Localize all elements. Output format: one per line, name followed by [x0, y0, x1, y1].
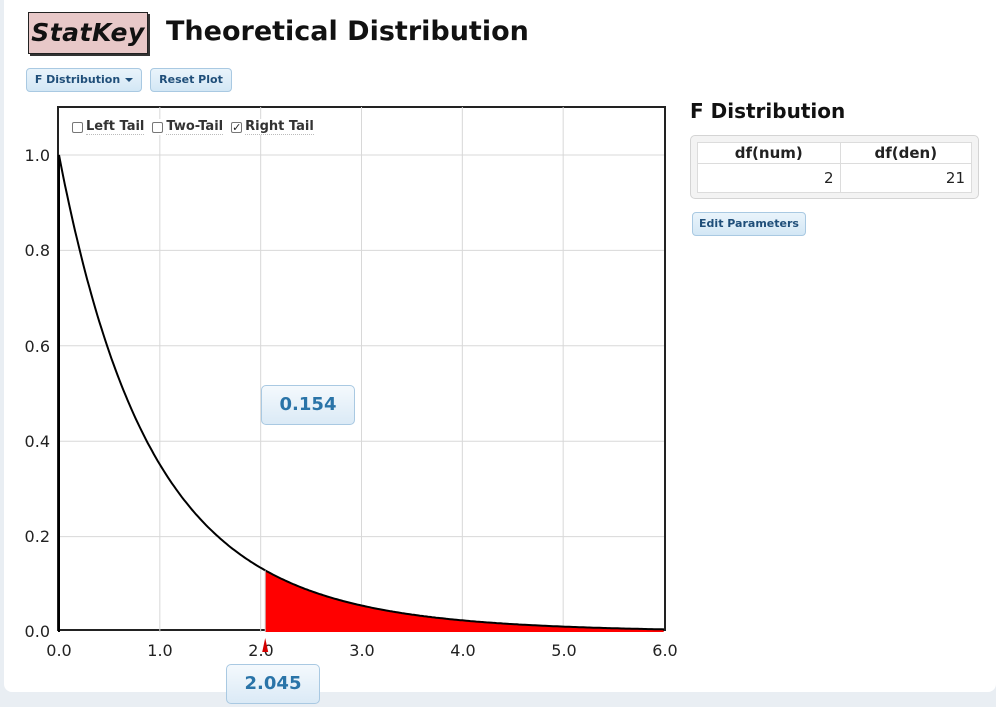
parameters-panel: df(num) df(den) 2 21	[690, 135, 979, 199]
tail-options: Left Tail Two-Tail ✓ Right Tail	[70, 118, 316, 136]
distribution-dropdown-label: F Distribution	[34, 73, 121, 86]
x-tick-4.0: 4.0	[450, 641, 476, 660]
x-tick-1.0: 1.0	[147, 641, 173, 660]
left-tail-label: Left Tail	[86, 119, 145, 135]
distribution-dropdown[interactable]: F Distribution	[26, 68, 142, 92]
y-tick-0.6: 0.6	[24, 337, 50, 356]
left-tail-option[interactable]: Left Tail	[70, 119, 147, 135]
right-tail-option[interactable]: ✓ Right Tail	[229, 119, 316, 135]
density-curve	[58, 154, 665, 632]
df-den-header: df(den)	[839, 142, 973, 164]
page-title: Theoretical Distribution	[166, 16, 529, 47]
right-tail-checkbox[interactable]: ✓	[231, 120, 243, 134]
y-tick-0.8: 0.8	[24, 241, 50, 260]
right-tail-label: Right Tail	[245, 119, 314, 135]
x-tick-0.0: 0.0	[46, 641, 72, 660]
x-tick-2.0: 2.0	[248, 641, 274, 660]
y-tick-0.2: 0.2	[24, 527, 50, 546]
statkey-logo[interactable]: StatKey	[28, 12, 148, 54]
reset-plot-button[interactable]: Reset Plot	[150, 68, 232, 92]
y-tick-1.0: 1.0	[24, 146, 50, 165]
df-num-value: 2	[697, 163, 841, 193]
y-tick-0.0: 0.0	[24, 622, 50, 641]
y-tick-0.4: 0.4	[24, 432, 50, 451]
cutoff-value[interactable]: 2.045	[226, 664, 320, 704]
grid-lines	[59, 107, 664, 632]
x-tick-6.0: 6.0	[652, 641, 678, 660]
two-tail-label: Two-Tail	[166, 119, 224, 135]
parameters-table: df(num) df(den) 2 21	[697, 142, 973, 193]
chevron-down-icon	[125, 78, 134, 82]
distribution-title: F Distribution	[690, 99, 846, 123]
tail-area-value[interactable]: 0.154	[261, 385, 355, 425]
cutoff-marker[interactable]	[262, 638, 269, 652]
x-tick-5.0: 5.0	[551, 641, 577, 660]
left-tail-checkbox[interactable]	[72, 121, 83, 133]
df-num-header: df(num)	[697, 142, 841, 164]
two-tail-checkbox[interactable]	[152, 121, 164, 133]
df-den-value: 21	[839, 163, 973, 193]
edit-parameters-button[interactable]: Edit Parameters	[692, 212, 806, 236]
two-tail-option[interactable]: Two-Tail	[150, 119, 226, 135]
x-tick-3.0: 3.0	[349, 641, 375, 660]
right-tail-area	[265, 570, 664, 632]
